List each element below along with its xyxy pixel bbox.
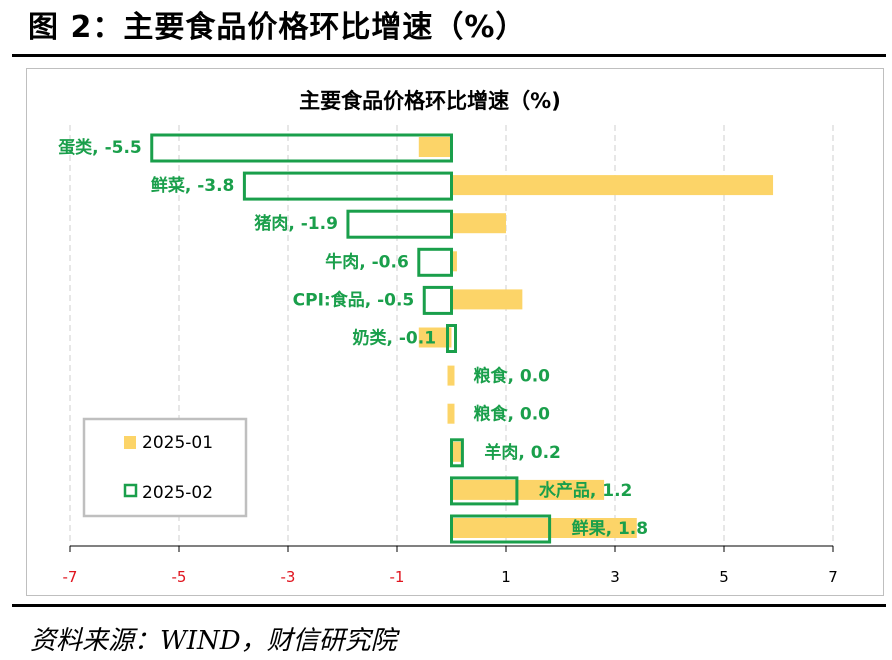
x-tick-label: 1 — [501, 568, 511, 586]
data-label: 蛋类, -5.5 — [58, 137, 142, 158]
bar-2025-01 — [418, 327, 452, 348]
x-tick-label: 7 — [828, 568, 838, 586]
bar-2025-01 — [451, 289, 523, 310]
bar-2025-02 — [150, 133, 453, 163]
bar-2025-02 — [450, 476, 519, 506]
data-label: CPI:食品, -0.5 — [293, 289, 415, 310]
data-label: 粮食, 0.0 — [474, 366, 551, 387]
bar-2025-02 — [422, 285, 453, 315]
x-tick-label: 3 — [610, 568, 620, 586]
source-note: 资料来源：WIND，财信研究院 — [30, 626, 397, 656]
x-tick-label: -5 — [172, 568, 187, 586]
legend-swatch-2025-02 — [123, 483, 138, 498]
bar-2025-02 — [446, 324, 457, 353]
data-label: 猪肉, -1.9 — [254, 213, 338, 234]
grid-lines — [69, 125, 834, 546]
x-tick-label: -7 — [63, 568, 78, 586]
data-label: 鲜果, 1.8 — [572, 518, 649, 539]
chart-title: 主要食品价格环比增速（%) — [299, 89, 561, 113]
data-label: 鲜菜, -3.8 — [151, 175, 235, 196]
data-label: 水产品, 1.2 — [539, 480, 633, 501]
bar-2025-01 — [451, 479, 605, 500]
bottom-rule — [12, 604, 886, 607]
bar-2025-01 — [418, 137, 452, 157]
bar-2025-01 — [451, 213, 506, 234]
bar-2025-01 — [451, 441, 463, 462]
data-label: 牛肉, -0.6 — [325, 251, 409, 272]
data-label: 奶类, -0.1 — [352, 328, 436, 349]
bar-2025-01 — [451, 518, 637, 538]
legend-label-2025-01: 2025-01 — [142, 433, 213, 453]
legend-box — [82, 417, 248, 518]
bar-2025-01 — [451, 175, 774, 196]
x-tick-label: 5 — [719, 568, 729, 586]
legend-label-2025-02: 2025-02 — [142, 483, 213, 503]
bar-2025-02 — [346, 209, 454, 239]
x-tick-label: -3 — [281, 568, 296, 586]
figure-title: 图 2：主要食品价格环比增速（%） — [28, 10, 527, 45]
x-axis: -7 -5 -3 -1 1 3 5 7 — [63, 545, 838, 586]
bar-2025-02 — [242, 171, 453, 201]
data-label: 羊肉, 0.2 — [484, 442, 561, 463]
chart-frame — [26, 68, 884, 596]
bar-2025-02 — [417, 247, 453, 277]
x-tick-label: -1 — [390, 568, 405, 586]
bars — [150, 133, 774, 544]
bar-2025-02 — [450, 514, 552, 544]
bar-2025-01 — [451, 251, 457, 272]
legend-swatch-2025-01 — [124, 436, 136, 449]
top-rule — [12, 54, 886, 57]
bar-2025-02 — [450, 438, 464, 468]
bar-2025-01 — [447, 365, 455, 386]
bar-2025-01 — [447, 403, 455, 424]
data-label: 粮食, 0.0 — [474, 404, 551, 425]
legend: 2025-01 2025-02 — [82, 417, 248, 518]
data-labels: 蛋类, -5.5 鲜菜, -3.8 猪肉, -1.9 牛肉, -0.6 CPI:食品, … — [58, 137, 648, 539]
